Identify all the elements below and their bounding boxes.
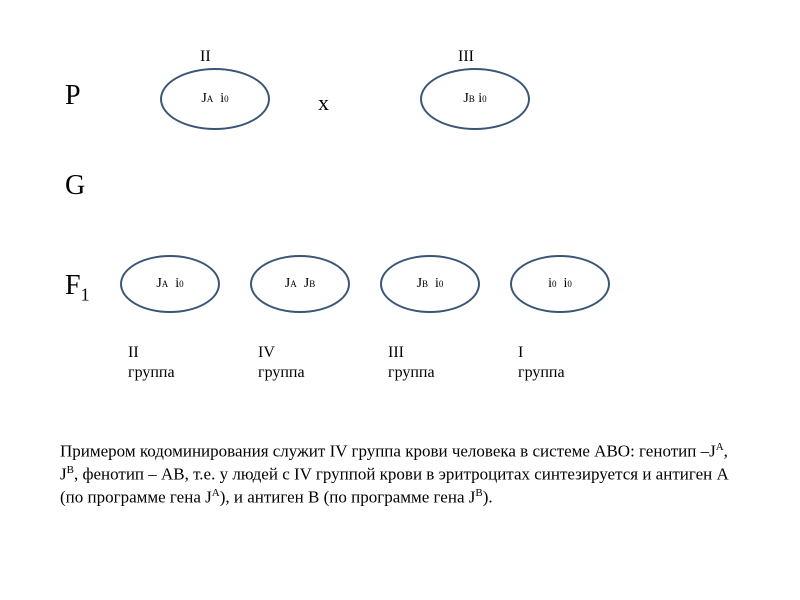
label-F1-sub: 1 [81, 285, 90, 305]
parent-right-toplabel: III [458, 48, 474, 66]
label-P: P [65, 80, 81, 112]
offspring-group-label-1: IVгруппа [258, 343, 305, 383]
description-text: Примером кодоминирования служит IV групп… [60, 440, 740, 508]
offspring-ellipse-3: i0 i0 [510, 255, 610, 313]
offspring-group-label-0: IIгруппа [128, 343, 175, 383]
offspring-ellipse-1: JA JB [250, 255, 350, 313]
diagram-container: P G F1 x II III JA i0 JB i0 JA i0 IIгрупп… [0, 0, 800, 600]
label-F1: F1 [65, 270, 90, 306]
offspring-ellipse-2: JB i0 [380, 255, 480, 313]
offspring-ellipse-0: JA i0 [120, 255, 220, 313]
parent-right-ellipse: JB i0 [420, 68, 530, 130]
parent-left-ellipse: JA i0 [160, 68, 270, 130]
parent-left-toplabel: II [200, 48, 211, 66]
label-F1-main: F [65, 270, 81, 301]
label-G: G [65, 170, 85, 202]
cross-symbol: x [318, 90, 329, 116]
offspring-group-label-2: IIIгруппа [388, 343, 435, 383]
offspring-group-label-3: Iгруппа [518, 343, 565, 383]
